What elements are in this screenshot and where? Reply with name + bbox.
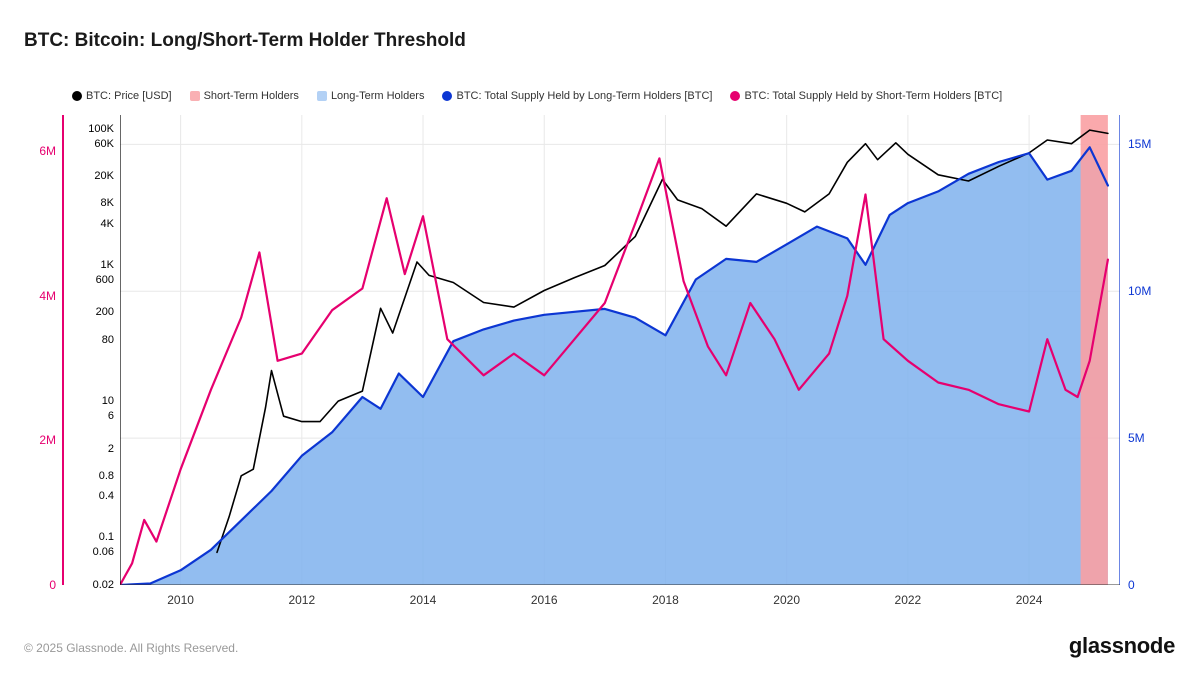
legend-swatch <box>730 91 740 101</box>
axis-tick-label: 2 <box>108 443 114 455</box>
axis-tick-label: 2018 <box>652 593 679 607</box>
brand-logo: glassnode <box>1069 633 1175 659</box>
axis-tick-label: 600 <box>96 274 114 286</box>
legend-item: BTC: Total Supply Held by Short-Term Hol… <box>730 90 1002 102</box>
axis-tick-label: 0.1 <box>99 531 114 543</box>
axis-tick-label: 6 <box>108 410 114 422</box>
axis-tick-label: 2010 <box>167 593 194 607</box>
legend-swatch <box>190 91 200 101</box>
axis-tick-label: 0.4 <box>99 490 114 502</box>
legend-label: BTC: Total Supply Held by Short-Term Hol… <box>744 90 1002 102</box>
axis-tick-label: 5M <box>1128 431 1145 445</box>
axis-tick-label: 2024 <box>1016 593 1043 607</box>
axis-tick-label: 10M <box>1128 284 1151 298</box>
chart-title: BTC: Bitcoin: Long/Short-Term Holder Thr… <box>24 30 466 52</box>
axis-tick-label: 200 <box>96 306 114 318</box>
axis-tick-label: 0 <box>49 578 56 592</box>
legend-item: Long-Term Holders <box>317 90 425 102</box>
axis-tick-label: 60K <box>94 138 114 150</box>
axis-tick-label: 4K <box>101 218 114 230</box>
legend-label: Short-Term Holders <box>204 90 299 102</box>
y-axis-sth <box>62 115 64 585</box>
axis-tick-label: 10 <box>102 395 114 407</box>
axis-tick-label: 2012 <box>288 593 315 607</box>
legend-swatch <box>72 91 82 101</box>
chart-svg <box>120 115 1120 585</box>
axis-tick-label: 100K <box>88 123 114 135</box>
legend-item: BTC: Price [USD] <box>72 90 172 102</box>
legend-label: BTC: Total Supply Held by Long-Term Hold… <box>456 90 712 102</box>
axis-tick-label: 0.02 <box>93 579 114 591</box>
legend-label: BTC: Price [USD] <box>86 90 172 102</box>
legend-item: BTC: Total Supply Held by Long-Term Hold… <box>442 90 712 102</box>
legend-label: Long-Term Holders <box>331 90 425 102</box>
axis-tick-label: 8K <box>101 197 114 209</box>
axis-tick-label: 0.06 <box>93 546 114 558</box>
legend-item: Short-Term Holders <box>190 90 299 102</box>
axis-tick-label: 2020 <box>773 593 800 607</box>
axis-tick-label: 80 <box>102 334 114 346</box>
chart-plot-area <box>120 115 1120 585</box>
copyright-text: © 2025 Glassnode. All Rights Reserved. <box>24 641 238 655</box>
legend-swatch <box>442 91 452 101</box>
axis-tick-label: 2M <box>39 433 56 447</box>
axis-tick-label: 0 <box>1128 578 1135 592</box>
axis-tick-label: 20K <box>94 170 114 182</box>
axis-tick-label: 0.8 <box>99 470 114 482</box>
axis-tick-label: 4M <box>39 289 56 303</box>
axis-tick-label: 2016 <box>531 593 558 607</box>
axis-tick-label: 1K <box>101 259 114 271</box>
axis-tick-label: 2022 <box>895 593 922 607</box>
axis-tick-label: 2014 <box>410 593 437 607</box>
axis-tick-label: 6M <box>39 144 56 158</box>
legend-swatch <box>317 91 327 101</box>
chart-legend: BTC: Price [USD] Short-Term Holders Long-T… <box>72 90 1002 102</box>
axis-tick-label: 15M <box>1128 137 1151 151</box>
